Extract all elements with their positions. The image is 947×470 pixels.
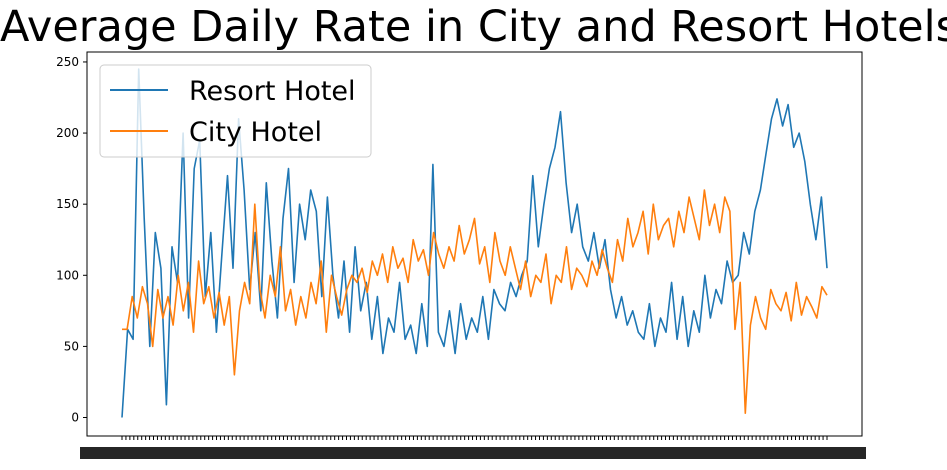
legend-box: [99, 64, 372, 158]
legend-label-1: City Hotel: [189, 117, 322, 148]
y-tick-label: 0: [71, 411, 79, 425]
axes-frame: [86, 51, 863, 437]
x-axis: [80, 436, 866, 459]
y-tick-label: 200: [56, 126, 79, 140]
x-tick-label-band: [80, 447, 866, 459]
series-line-1: [122, 189, 828, 415]
y-tick-label: 50: [64, 339, 79, 353]
chart-title: Average Daily Rate in City and Resort Ho…: [0, 2, 947, 52]
y-axis: 0 50 100 150 200 250: [56, 55, 87, 425]
y-tick-label: 150: [56, 197, 79, 211]
legend-label-0: Resort Hotel: [189, 76, 356, 107]
y-tick-label: 250: [56, 55, 79, 69]
y-tick-label: 100: [56, 268, 79, 282]
legend: Resort Hotel City Hotel: [99, 64, 372, 158]
